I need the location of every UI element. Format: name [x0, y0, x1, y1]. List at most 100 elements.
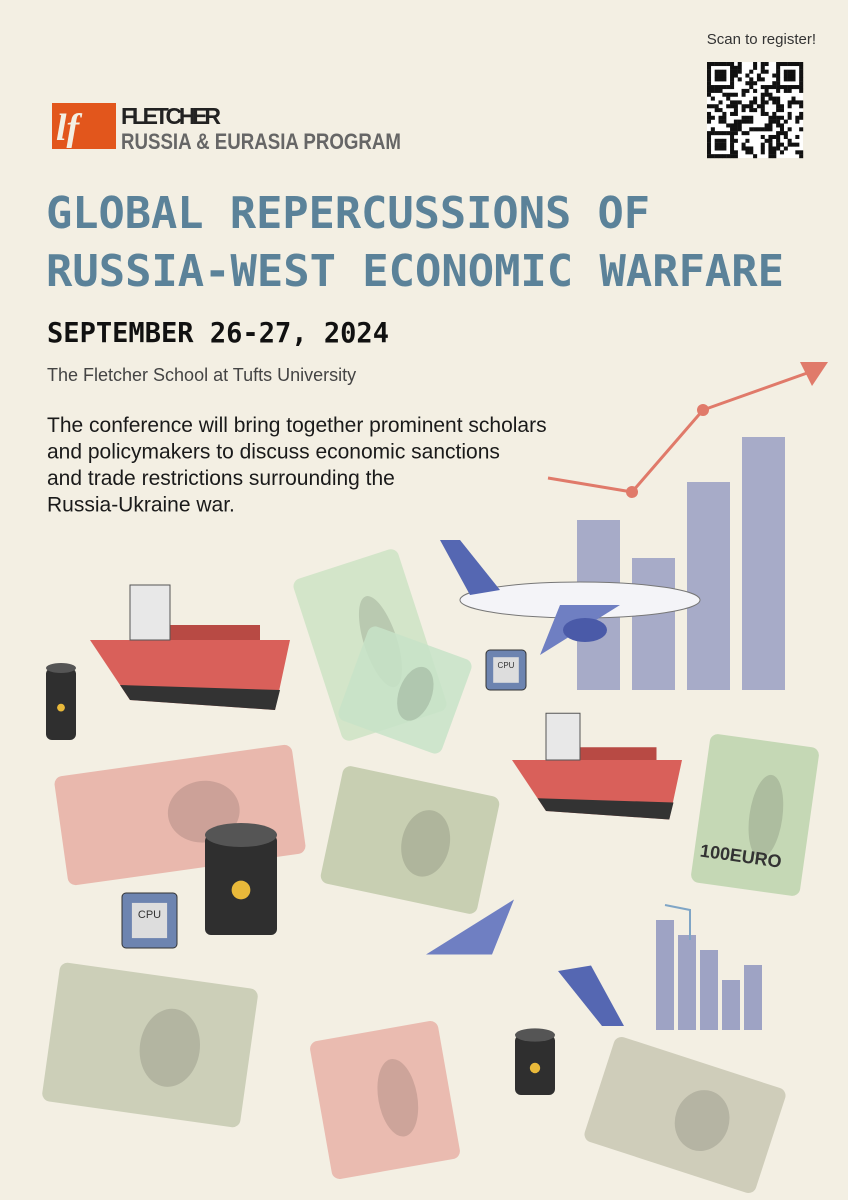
qr-module [749, 127, 754, 132]
banknote [310, 1021, 460, 1179]
qr-module [791, 85, 796, 90]
qr-module [756, 73, 761, 78]
qr-module [783, 85, 788, 90]
qr-module [714, 108, 719, 113]
qr-module [726, 154, 731, 159]
qr-module [745, 138, 750, 143]
barrel-top [46, 663, 76, 673]
qr-module [722, 111, 727, 116]
qr-module [745, 119, 750, 124]
logo-mark [52, 103, 116, 149]
qr-module [772, 119, 777, 124]
barrel-top [205, 823, 277, 847]
qr-module [795, 119, 800, 124]
qr-module [799, 69, 804, 74]
logo-name: FLETCHER [121, 103, 221, 129]
qr-module [741, 131, 746, 136]
qr-module [791, 77, 796, 82]
qr-module [776, 146, 781, 151]
qr-module [733, 111, 738, 116]
qr-module [787, 127, 792, 132]
qr-module [707, 154, 712, 159]
qr-module [776, 73, 781, 78]
qr-module [737, 69, 742, 74]
qr-module [733, 92, 738, 97]
qr-module [741, 92, 746, 97]
barrel-drop [57, 703, 65, 712]
qr-module [741, 88, 746, 93]
qr-module [753, 100, 758, 105]
qr-module [783, 62, 788, 67]
deco-bar [678, 935, 696, 1030]
qr-module [799, 62, 804, 67]
qr-module [772, 73, 777, 78]
qr-module [753, 154, 758, 159]
qr-module [726, 85, 731, 90]
qr-module [733, 154, 738, 159]
title-line: RUSSIA-WEST ECONOMIC WARFARE [46, 246, 784, 297]
qr-module [749, 81, 754, 86]
qr-module [741, 146, 746, 151]
qr-module [764, 88, 769, 93]
qr-module [760, 127, 765, 132]
qr-module [710, 88, 715, 93]
qr-module [779, 123, 784, 128]
qr-code[interactable] [707, 62, 804, 159]
qr-module [730, 154, 735, 159]
qr-module [741, 115, 746, 120]
qr-module [707, 69, 712, 74]
qr-module [783, 88, 788, 93]
qr-module [753, 96, 758, 101]
logo-program: RUSSIA & EURASIA PROGRAM [121, 129, 401, 154]
trend-dot [626, 486, 638, 498]
qr-module [741, 142, 746, 147]
venue: The Fletcher School at Tufts University [47, 365, 356, 385]
qr-module [760, 92, 765, 97]
qr-module [730, 100, 735, 105]
qr-module [730, 150, 735, 155]
ship-bridge [129, 584, 171, 641]
qr-module [787, 73, 792, 78]
qr-module [726, 104, 731, 109]
qr-module [799, 88, 804, 93]
qr-module [707, 119, 712, 124]
qr-module [776, 77, 781, 82]
qr-module [787, 85, 792, 90]
qr-module [787, 142, 792, 147]
qr-module [718, 119, 723, 124]
qr-module [787, 138, 792, 143]
qr-module [760, 100, 765, 105]
qr-module [791, 69, 796, 74]
qr-module [776, 104, 781, 109]
qr-module [783, 134, 788, 139]
qr-module [726, 62, 731, 67]
qr-module [707, 111, 712, 116]
trend-line [664, 904, 691, 940]
qr-module [760, 150, 765, 155]
qr-module [707, 65, 712, 70]
qr-module [776, 138, 781, 143]
date: SEPTEMBER 26-27, 2024 [47, 316, 389, 349]
qr-module [737, 77, 742, 82]
qr-module [718, 85, 723, 90]
qr-module [730, 104, 735, 109]
qr-module [737, 62, 742, 67]
qr-module [779, 142, 784, 147]
trend-arrowhead [800, 362, 828, 386]
qr-module [707, 131, 712, 136]
qr-module [772, 150, 777, 155]
banknote-portrait [748, 774, 784, 859]
qr-module [718, 100, 723, 105]
qr-module [779, 85, 784, 90]
qr-module [737, 119, 742, 124]
qr-module [768, 85, 773, 90]
qr-module [726, 92, 731, 97]
qr-module [741, 119, 746, 124]
banknote-portrait [674, 1090, 730, 1152]
qr-module [745, 73, 750, 78]
qr-module [783, 131, 788, 136]
chip-core [493, 657, 519, 683]
barrel-drop [231, 880, 251, 900]
qr-module [714, 138, 719, 143]
qr-module [710, 131, 715, 136]
